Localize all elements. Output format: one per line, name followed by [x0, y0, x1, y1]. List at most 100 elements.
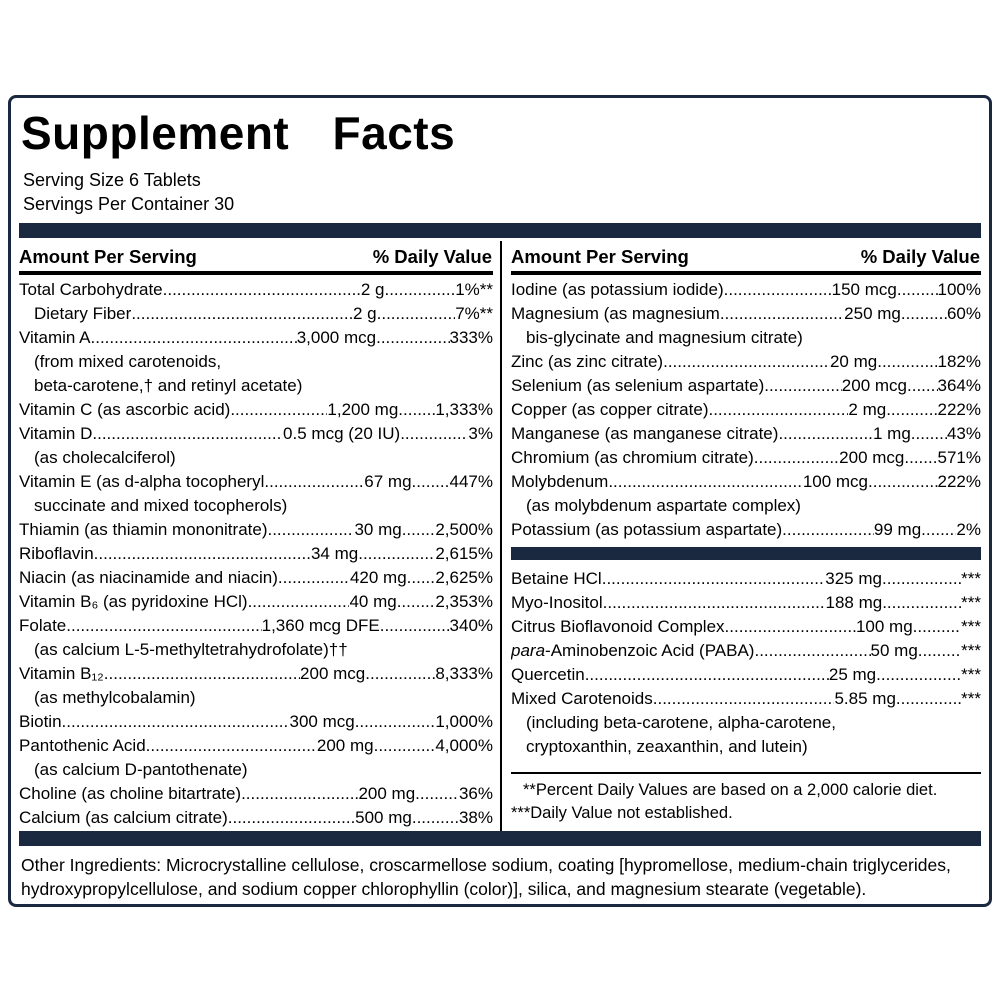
nutrient-daily-value: 222% — [937, 400, 981, 419]
dot-leader — [412, 806, 459, 830]
footnote-not-established: ***Daily Value not established. — [511, 804, 733, 822]
nutrient-daily-value: 1,333% — [435, 400, 493, 419]
nutrient-name: Thiamin (as thiamin mononitrate) — [19, 520, 268, 539]
nutrient-row: Vitamin A 3,000 mcg 333% — [19, 326, 493, 350]
dot-leader — [921, 518, 956, 542]
nutrient-row: Folate 1,360 mcg DFE 340% — [19, 614, 493, 638]
nutrient-amount: 50 mg — [870, 641, 918, 660]
nutrient-daily-value: 2,500% — [435, 520, 494, 539]
nutrient-row: Biotin 300 mcg 1,000% — [19, 710, 493, 734]
right-rows-other: Betaine HCl 325 mg *** Myo-Inositol 188 mg **… — [511, 564, 981, 759]
nutrient-amount: 2 g — [360, 280, 385, 299]
nutrient-amount: 150 mcg — [831, 280, 897, 299]
nutrient-amount: 100 mcg — [802, 472, 869, 491]
dot-leader — [94, 542, 311, 566]
nutrient-name: Citrus Bioflavonoid Complex — [511, 617, 725, 636]
nutrient-daily-value: 2,353% — [435, 592, 493, 611]
nutrient-amount: 25 mg — [828, 665, 877, 684]
nutrient-amount: 325 mg — [825, 569, 882, 588]
nutrient-amount: 0.5 mcg (20 IU) — [283, 424, 401, 443]
dot-leader — [901, 302, 947, 326]
nutrient-daily-value: 38% — [458, 808, 493, 827]
nutrient-amount: 1,200 mg — [327, 400, 399, 419]
dot-leader — [131, 302, 353, 326]
nutrient-amount: 188 mg — [825, 593, 883, 612]
nutrient-name: Dietary Fiber — [34, 304, 132, 323]
nutrient-row: Myo-Inositol 188 mg *** — [511, 591, 981, 615]
nutrient-name: Total Carbohydrate — [19, 280, 163, 299]
nutrient-daily-value: 2% — [956, 520, 981, 539]
nutrient-row: Quercetin 25 mg *** — [511, 663, 981, 687]
dot-leader — [278, 566, 350, 590]
dot-leader — [264, 470, 364, 494]
nutrient-row: Thiamin (as thiamin mononitrate) 30 mg 2,5… — [19, 518, 493, 542]
nutrient-row: Vitamin B₁₂ 200 mcg 8,333% — [19, 662, 493, 686]
nutrient-row: Niacin (as niacinamide and niacin) 420 mg… — [19, 566, 493, 590]
dot-leader — [91, 326, 297, 350]
nutrient-name: Quercetin — [511, 665, 585, 684]
nutrient-daily-value: 43% — [946, 424, 981, 443]
dot-leader — [882, 591, 961, 615]
nutrient-name: para-Aminobenzoic Acid (PABA) — [511, 641, 755, 660]
dot-leader — [725, 615, 856, 639]
dot-leader — [92, 422, 283, 446]
nutrient-row: Riboflavin 34 mg 2,615% — [19, 542, 493, 566]
nutrient-amount: 2 mg — [848, 400, 887, 419]
nutrient-name: Potassium (as potassium aspartate) — [511, 520, 783, 539]
dot-leader — [228, 806, 355, 830]
dot-leader — [62, 710, 290, 734]
nutrient-row: Choline (as choline bitartrate) 200 mg 36% — [19, 782, 493, 806]
nutrient-name: Vitamin B₆ (as pyridoxine HCl) — [19, 592, 248, 611]
nutrient-daily-value: *** — [961, 617, 981, 636]
nutrient-amount: 67 mg — [364, 472, 412, 491]
nutrient-amount: 3,000 mcg — [296, 328, 377, 347]
nutrient-continuation: (as calcium D-pantothenate) — [34, 760, 248, 779]
dot-leader — [886, 398, 937, 422]
left-column-header: Amount Per Serving % Daily Value — [19, 241, 493, 275]
dot-leader — [754, 446, 839, 470]
nutrient-continuation: beta-carotene,† and retinyl acetate) — [34, 376, 303, 395]
dot-leader — [400, 422, 468, 446]
nutrient-continuation: (as cholecalciferol) — [34, 448, 176, 467]
other-ingredients: Other Ingredients: Microcrystalline cell… — [21, 855, 951, 899]
nutrient-row: Pantothenic Acid 200 mg 4,000% — [19, 734, 493, 758]
nutrient-daily-value: 2,625% — [435, 568, 493, 587]
nutrition-table: Amount Per Serving % Daily Value Total C… — [19, 241, 981, 831]
nutrient-continuation: bis-glycinate and magnesium citrate) — [526, 328, 803, 347]
nutrient-daily-value: 8,333% — [435, 664, 494, 683]
divider-bar-bottom — [19, 831, 981, 846]
nutrient-row: Betaine HCl 325 mg *** — [511, 567, 981, 591]
dot-leader — [377, 302, 456, 326]
nutrient-daily-value: 364% — [937, 376, 981, 395]
nutrient-amount: 300 mcg — [289, 712, 355, 731]
footnotes: **Percent Daily Values are based on a 2,… — [511, 772, 981, 831]
dot-leader — [412, 470, 450, 494]
nutrient-daily-value: *** — [961, 689, 981, 708]
nutrient-daily-value: 36% — [458, 784, 493, 803]
dot-leader — [146, 734, 317, 758]
nutrient-daily-value: 3% — [468, 424, 493, 443]
nutrient-row: para-Aminobenzoic Acid (PABA) 50 mg *** — [511, 639, 981, 663]
dot-leader — [267, 518, 354, 542]
nutrient-row: Chromium (as chromium citrate) 200 mcg 571… — [511, 446, 981, 470]
nutrient-row: Iodine (as potassium iodide) 150 mcg 100% — [511, 278, 981, 302]
nutrient-row: Vitamin E (as d-alpha tocopheryl 67 mg 447… — [19, 470, 493, 494]
dot-leader — [602, 567, 826, 591]
dot-leader — [724, 278, 832, 302]
nutrient-row: Mixed Carotenoids 5.85 mg *** — [511, 687, 981, 711]
dot-leader — [241, 782, 358, 806]
nutrient-daily-value: *** — [961, 593, 981, 612]
nutrient-amount: 1,360 mcg DFE — [261, 616, 380, 635]
dot-leader — [248, 590, 350, 614]
nutrient-daily-value: 2,615% — [435, 544, 493, 563]
nutrient-amount: 100 mg — [855, 617, 913, 636]
dot-leader — [398, 398, 435, 422]
nutrient-daily-value: 7%** — [455, 304, 493, 323]
nutrient-name: Chromium (as chromium citrate) — [511, 448, 754, 467]
nutrient-continuation: cryptoxanthin, zeaxanthin, and lutein) — [526, 737, 808, 756]
nutrient-amount: 40 mg — [349, 592, 397, 611]
dot-leader — [907, 374, 938, 398]
nutrient-continuation: (from mixed carotenoids, — [34, 352, 222, 371]
nutrient-row: Vitamin C (as ascorbic acid) 1,200 mg 1,33… — [19, 398, 493, 422]
nutrient-amount: 500 mg — [355, 808, 412, 827]
